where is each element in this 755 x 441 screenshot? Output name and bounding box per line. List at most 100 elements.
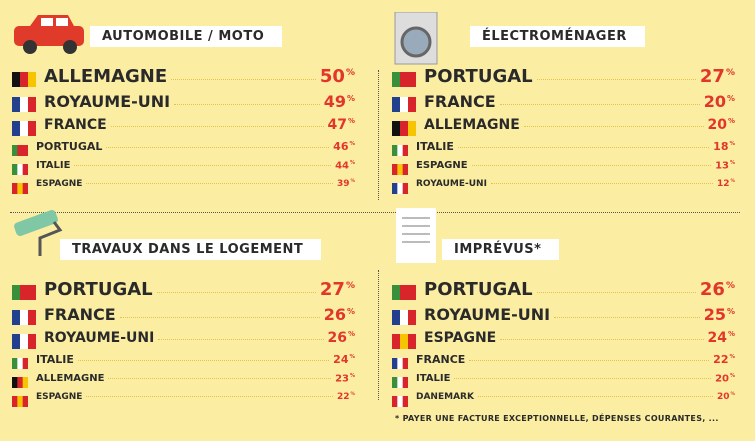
value-unit: % <box>346 93 355 103</box>
flag-stripe <box>28 334 36 349</box>
country: ESPAGNE <box>36 179 83 189</box>
value-unit: % <box>725 68 735 78</box>
leader <box>457 147 710 148</box>
flag-stripe <box>392 164 398 175</box>
leader <box>86 183 333 184</box>
value: 25% <box>704 305 735 324</box>
value: 23% <box>335 373 355 384</box>
flag-stripe <box>20 334 29 349</box>
panel: ÉLECTROMÉNAGER PORTUGAL 27% FRANCE 20% ALLEM… <box>390 12 735 198</box>
flag-stripe <box>392 97 401 112</box>
flag-stripe <box>400 284 409 300</box>
flag-stripe <box>20 97 29 112</box>
leader <box>490 183 713 184</box>
value-unit: % <box>347 117 355 126</box>
leader <box>500 339 704 340</box>
flag-stripe <box>392 71 401 87</box>
row: DANEMARK 20% <box>392 392 735 411</box>
flag-stripe <box>28 284 36 300</box>
flag-stripe <box>20 310 29 325</box>
flag <box>12 121 36 136</box>
flag-stripe <box>402 164 408 175</box>
flag <box>392 144 408 156</box>
leader <box>156 292 316 293</box>
value: 26% <box>700 279 735 300</box>
row: FRANCE 22% <box>392 353 735 373</box>
value-number: 44 <box>335 160 349 172</box>
row: ESPAGNE 39% <box>12 179 355 198</box>
leader <box>499 104 700 105</box>
value-number: 22 <box>713 353 729 366</box>
flag <box>12 71 36 87</box>
roller-icon <box>14 210 63 256</box>
flag-stripe <box>22 357 28 369</box>
value: 47% <box>328 117 356 133</box>
flag <box>392 71 416 87</box>
country: ROYAUME-UNI <box>44 92 171 111</box>
flag-stripe <box>408 284 416 300</box>
country: PORTUGAL <box>44 279 153 300</box>
flag-stripe <box>12 334 21 349</box>
flag-stripe <box>402 183 408 194</box>
flag <box>12 377 28 388</box>
panel: AUTOMOBILE / MOTO ALLEMAGNE 50% ROYAUME-UN… <box>10 15 356 198</box>
flag-stripe <box>17 357 24 369</box>
flag <box>392 334 416 349</box>
leader <box>74 165 332 167</box>
flag-stripe <box>397 144 404 156</box>
row: ITALIE 18% <box>392 140 735 160</box>
value-unit: % <box>346 306 355 316</box>
value-number: 23 <box>335 373 349 385</box>
flag-stripe <box>392 121 401 136</box>
row: ITALIE 24% <box>12 353 355 373</box>
value-unit: % <box>726 306 735 316</box>
value-number: 22 <box>336 392 350 402</box>
value-unit: % <box>729 160 735 166</box>
rows: PORTUGAL 27% FRANCE 20% ALLEMAGNE 20% ITALIE 18… <box>390 66 735 198</box>
row: FRANCE 20% <box>392 92 735 117</box>
car-icon <box>14 15 84 54</box>
flag-stripe <box>392 144 398 156</box>
flag-stripe <box>28 310 36 325</box>
flag-stripe <box>392 183 398 194</box>
country: FRANCE <box>424 92 496 111</box>
value-unit: % <box>725 281 735 291</box>
flag-stripe <box>12 71 21 87</box>
leader <box>108 378 332 380</box>
country: ITALIE <box>416 140 454 153</box>
flag-stripe <box>20 71 29 87</box>
value-unit: % <box>729 354 735 361</box>
country: ITALIE <box>416 373 451 385</box>
leader <box>469 360 710 361</box>
flag-stripe <box>22 377 28 388</box>
value-number: 47 <box>327 117 347 133</box>
value-number: 13 <box>715 160 729 172</box>
value-number: 49 <box>323 92 346 111</box>
value: 18% <box>713 140 735 153</box>
flag-stripe <box>392 310 401 325</box>
value: 20% <box>704 92 735 111</box>
value-unit: % <box>350 179 355 184</box>
flag-stripe <box>22 164 28 175</box>
flag-stripe <box>397 357 404 369</box>
flag-stripe <box>400 97 409 112</box>
value-number: 27 <box>699 66 725 87</box>
leader <box>174 104 320 105</box>
value: 49% <box>324 92 355 111</box>
flag-stripe <box>392 377 398 388</box>
country: ESPAGNE <box>416 160 468 172</box>
row: PORTUGAL 27% <box>392 66 735 92</box>
separator <box>10 212 740 213</box>
value-number: 26 <box>327 330 347 346</box>
value-unit: % <box>729 141 735 148</box>
value-unit: % <box>726 93 735 103</box>
flag <box>12 97 36 112</box>
flag <box>392 121 416 136</box>
value: 24% <box>708 330 736 346</box>
value: 22% <box>713 353 735 366</box>
flag <box>392 164 408 175</box>
leader <box>454 378 712 380</box>
panel-header: ÉLECTROMÉNAGER <box>390 12 735 65</box>
flag <box>392 284 416 300</box>
